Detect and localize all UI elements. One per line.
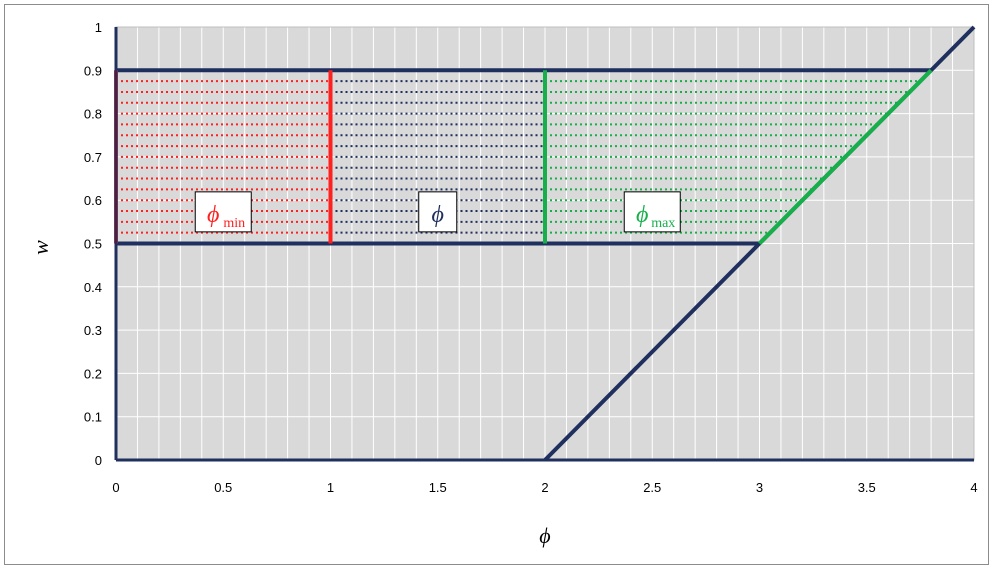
- x-tick-label: 3: [756, 480, 763, 495]
- x-tick-label: 0.5: [214, 480, 232, 495]
- hatch-lines: [116, 80, 921, 234]
- region-label-subscript: max: [651, 216, 675, 231]
- y-tick-label: 0: [95, 453, 102, 468]
- x-tick-label: 0: [112, 480, 119, 495]
- region-label-subscript: min: [223, 216, 245, 231]
- region-label-box: [623, 191, 681, 233]
- region-label-symbol: ϕ: [432, 202, 444, 228]
- y-tick-label: 0.4: [84, 280, 102, 295]
- y-tick-label: 0.5: [84, 237, 102, 252]
- y-tick-label: 0.8: [84, 107, 102, 122]
- x-tick-label: 1: [327, 480, 334, 495]
- y-tick-label: 0.2: [84, 366, 102, 381]
- x-axis-title: ϕ: [539, 523, 550, 548]
- region-label-symbol: ϕ: [636, 202, 648, 228]
- y-tick-label: 0.6: [84, 193, 102, 208]
- region-label-symbol: ϕ: [207, 202, 219, 228]
- y-axis-title: w: [28, 240, 53, 255]
- x-tick-label: 4: [970, 480, 977, 495]
- series-green-diagonal: [758, 68, 933, 245]
- x-tick-label: 1.5: [429, 480, 447, 495]
- x-tick-label: 2: [541, 480, 548, 495]
- region-labels: ϕ min ϕ ϕ max: [194, 191, 681, 233]
- y-tick-label: 0.9: [84, 63, 102, 78]
- region-label-box: [418, 191, 458, 233]
- y-tick-label: 0.3: [84, 323, 102, 338]
- x-tick-label: 3.5: [858, 480, 876, 495]
- region-label-box: [194, 191, 252, 233]
- tick-labels: 0 0.5 1 1.5 2 2.5 3 3.5 4 0 0.1 0.2 0.3 0.4 0.5 0.6 0.7 0…: [84, 20, 978, 495]
- series-lines: [114, 25, 976, 462]
- y-tick-label: 1: [95, 20, 102, 35]
- y-tick-label: 0.7: [84, 150, 102, 165]
- x-tick-label: 2.5: [643, 480, 661, 495]
- y-tick-label: 0.1: [84, 410, 102, 425]
- axes: [114, 27, 974, 462]
